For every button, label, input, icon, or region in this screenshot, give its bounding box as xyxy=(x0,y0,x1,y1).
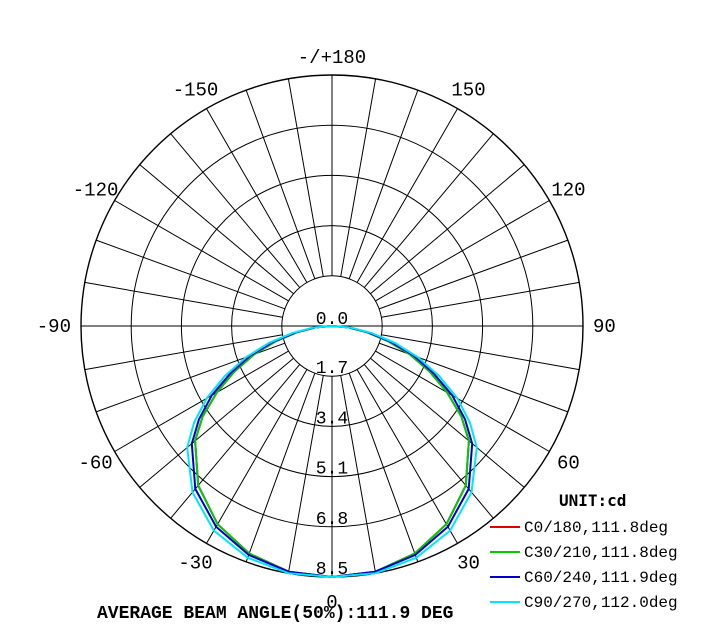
angle-label: -90 xyxy=(37,316,71,338)
grid-ring xyxy=(130,124,534,528)
grid-ring xyxy=(231,225,433,427)
radial-tick-label: 0.0 xyxy=(316,310,348,330)
angle-label: 0 xyxy=(326,592,337,614)
radial-tick-label: 6.8 xyxy=(316,510,348,530)
average-beam-angle: AVERAGE BEAM ANGLE(50%):111.9 DEG xyxy=(97,604,454,624)
grid-ring xyxy=(180,174,484,478)
unit-label: UNIT:cd xyxy=(559,491,626,510)
angle-label: 120 xyxy=(551,180,585,202)
angle-label: 30 xyxy=(457,552,480,574)
radial-tick-label: 5.1 xyxy=(316,460,348,480)
radial-tick-label: 1.7 xyxy=(316,359,348,379)
radial-tick-label: 3.4 xyxy=(316,409,348,429)
legend-entry: C0/180,111.8deg xyxy=(524,519,668,537)
legend-entry: C60/240,111.9deg xyxy=(524,569,678,587)
grid-ring xyxy=(281,275,383,377)
angle-label: -/+180 xyxy=(298,47,366,69)
radial-tick-label: 8.5 xyxy=(316,560,348,580)
angle-label: -30 xyxy=(178,552,212,574)
angle-label: 90 xyxy=(593,316,616,338)
angle-label: -120 xyxy=(73,180,119,202)
angle-label: -150 xyxy=(173,80,219,102)
angle-label: 150 xyxy=(451,80,485,102)
angle-label: -60 xyxy=(78,453,112,475)
legend-entry: C90/270,112.0deg xyxy=(524,594,678,612)
angle-label: 60 xyxy=(557,453,580,475)
series-curve xyxy=(186,325,478,579)
legend-entry: C30/210,111.8deg xyxy=(524,544,678,562)
